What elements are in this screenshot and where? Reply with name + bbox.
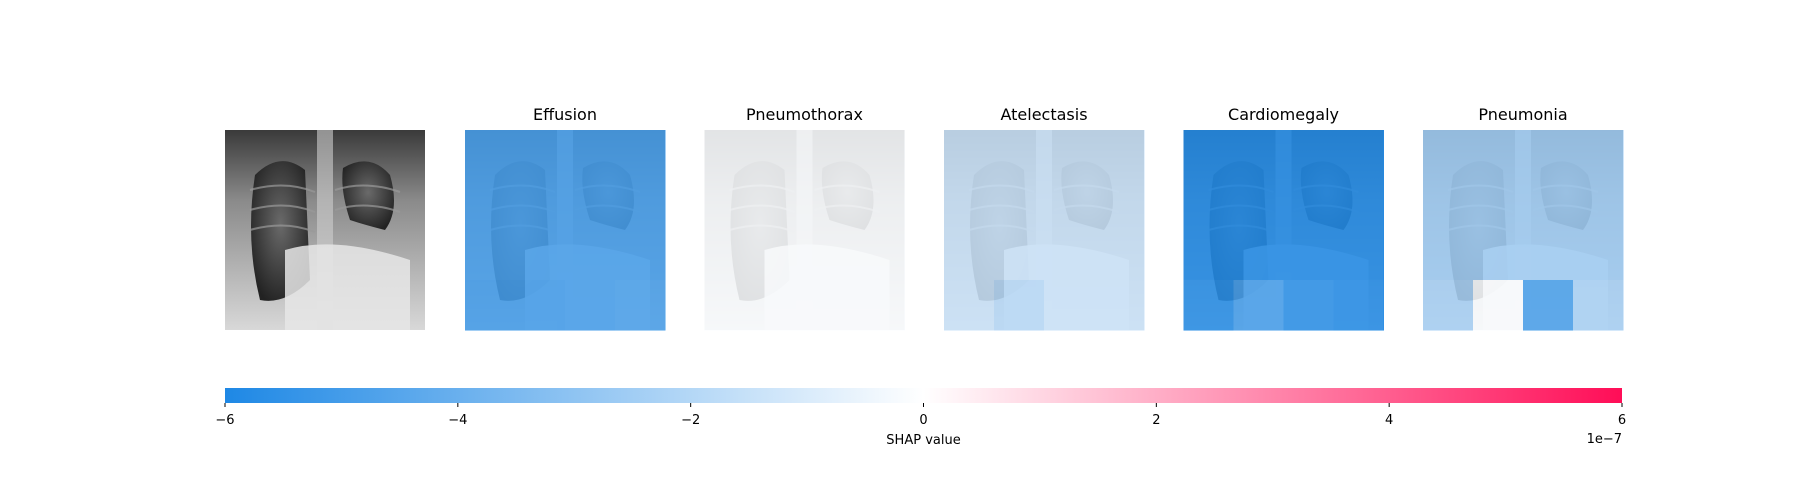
colorbar-tick-label: 2: [1152, 413, 1160, 428]
colorbar: −6 −4 −2 0 2 4 6 SHAP value 1e−7: [215, 388, 1626, 448]
panel-atelectasis: Atelectasis: [944, 105, 1145, 331]
panel-title: Pneumothorax: [746, 105, 863, 124]
colorbar-tick-label: −2: [681, 413, 700, 428]
colorbar-tick-label: 4: [1385, 413, 1393, 428]
xray-overlay: [704, 130, 905, 330]
colorbar-tick-label: −4: [448, 413, 467, 428]
panel-cardiomegaly: Cardiomegaly: [1183, 105, 1384, 331]
panel-pneumonia: Pneumonia: [1423, 105, 1624, 331]
colorbar-gradient: [225, 388, 1622, 403]
colorbar-tick-label: 0: [919, 413, 927, 428]
colorbar-tick-label: 6: [1618, 413, 1626, 428]
panel-effusion: Effusion: [465, 105, 666, 331]
colorbar-offset-label: 1e−7: [1587, 432, 1622, 447]
colorbar-tick-label: −6: [215, 413, 234, 428]
panel-title: Atelectasis: [1000, 105, 1087, 124]
panel-title: Cardiomegaly: [1228, 105, 1339, 124]
panel-title: Effusion: [533, 105, 597, 124]
colorbar-label: SHAP value: [886, 433, 960, 448]
xray-overlay: [1183, 130, 1384, 330]
original-xray-image: [225, 130, 425, 330]
xray-overlay: [465, 130, 665, 330]
panel-pneumothorax: Pneumothorax: [704, 105, 905, 331]
xray-overlay: [1423, 130, 1623, 330]
xray-overlay: [944, 130, 1144, 330]
panel-title: Pneumonia: [1478, 105, 1567, 124]
